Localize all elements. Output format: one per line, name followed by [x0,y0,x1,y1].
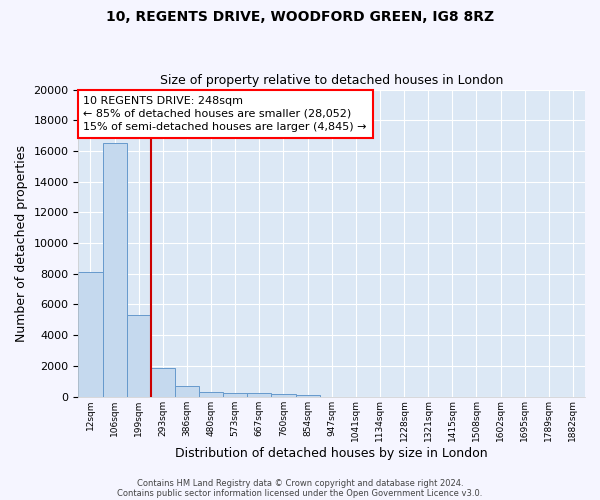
Title: Size of property relative to detached houses in London: Size of property relative to detached ho… [160,74,503,87]
Bar [151,368,175,396]
Bar [103,144,127,396]
Text: 10, REGENTS DRIVE, WOODFORD GREEN, IG8 8RZ: 10, REGENTS DRIVE, WOODFORD GREEN, IG8 8… [106,10,494,24]
Bar [223,393,247,396]
X-axis label: Distribution of detached houses by size in London: Distribution of detached houses by size … [175,447,488,460]
Bar [247,394,271,396]
Bar [296,394,320,396]
Text: 10 REGENTS DRIVE: 248sqm
← 85% of detached houses are smaller (28,052)
15% of se: 10 REGENTS DRIVE: 248sqm ← 85% of detach… [83,96,367,132]
Bar [127,315,151,396]
Bar [271,394,296,396]
Text: Contains public sector information licensed under the Open Government Licence v3: Contains public sector information licen… [118,488,482,498]
Bar [175,386,199,396]
Bar [199,392,223,396]
Text: Contains HM Land Registry data © Crown copyright and database right 2024.: Contains HM Land Registry data © Crown c… [137,478,463,488]
Bar [79,272,103,396]
Y-axis label: Number of detached properties: Number of detached properties [15,144,28,342]
